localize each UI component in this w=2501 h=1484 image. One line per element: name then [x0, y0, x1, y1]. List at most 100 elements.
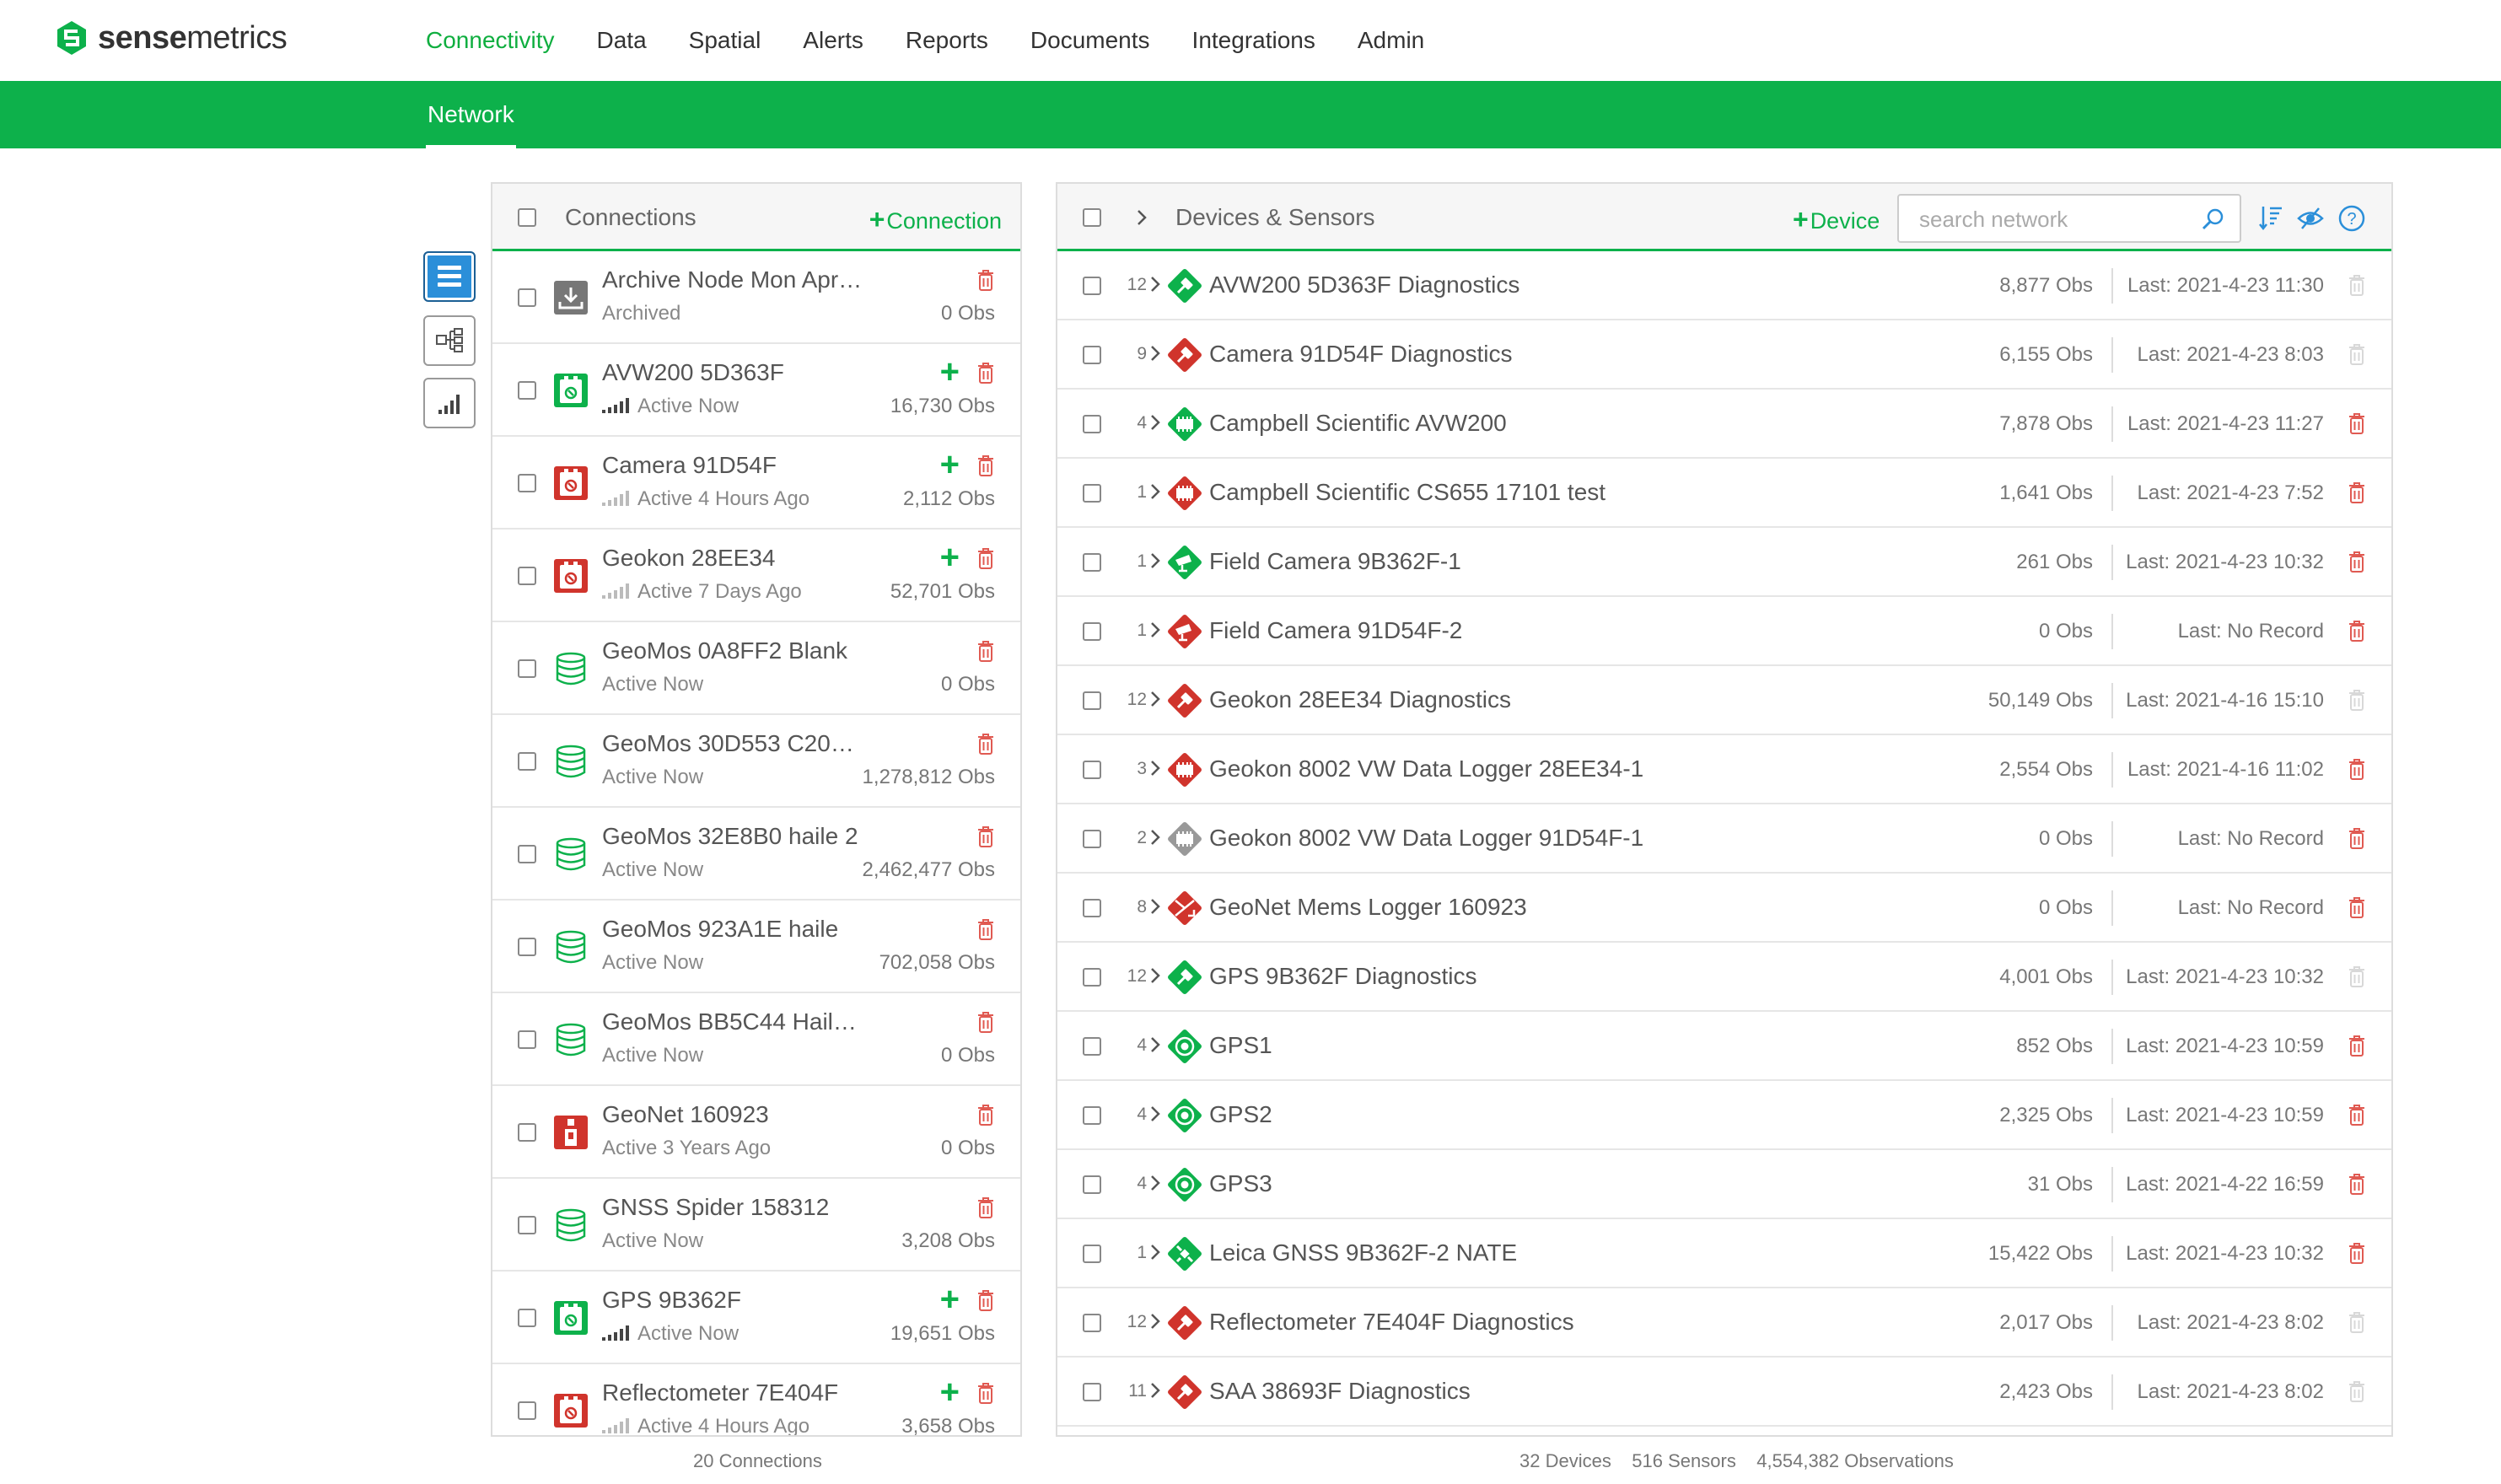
device-name[interactable]: Campbell Scientific AVW200: [1209, 410, 1507, 436]
trash-icon[interactable]: [2348, 965, 2366, 988]
device-name[interactable]: GPS3: [1209, 1170, 1272, 1196]
device-checkbox[interactable]: [1083, 1245, 1101, 1263]
device-name[interactable]: AVW200 5D363F Diagnostics: [1209, 272, 1520, 298]
connection-name[interactable]: GeoMos 30D553 C20…: [602, 730, 854, 756]
chevron-right-icon[interactable]: [1148, 1035, 1162, 1054]
chevron-right-icon[interactable]: [1148, 759, 1162, 777]
device-checkbox[interactable]: [1083, 691, 1101, 710]
trash-icon[interactable]: [2348, 895, 2366, 919]
connection-checkbox[interactable]: [518, 288, 536, 307]
connection-checkbox[interactable]: [518, 567, 536, 585]
device-row[interactable]: 9 Camera 91D54F Diagnostics 6,155 Obs Last:…: [1057, 320, 2391, 390]
add-device-plus-icon[interactable]: +: [939, 353, 960, 390]
connection-checkbox[interactable]: [518, 845, 536, 863]
device-name[interactable]: GeoNet Mems Logger 160923: [1209, 894, 1527, 920]
chevron-right-icon[interactable]: [1148, 1105, 1162, 1123]
chevron-right-icon[interactable]: [1148, 621, 1162, 639]
device-name[interactable]: Field Camera 91D54F-2: [1209, 617, 1463, 643]
nav-spatial[interactable]: Spatial: [688, 27, 761, 53]
device-checkbox[interactable]: [1083, 761, 1101, 779]
connection-row[interactable]: GeoMos 923A1E haile Active Now 702,058 Obs: [492, 901, 1020, 993]
device-checkbox[interactable]: [1083, 968, 1101, 987]
trash-icon[interactable]: [2348, 1034, 2366, 1057]
device-row[interactable]: 4 GPS2 2,325 Obs Last: 2021-4-23 10:59: [1057, 1081, 2391, 1150]
add-device-plus-icon[interactable]: +: [939, 1281, 960, 1318]
device-checkbox[interactable]: [1083, 1314, 1101, 1332]
connection-name[interactable]: AVW200 5D363F: [602, 359, 784, 385]
device-name[interactable]: GPS2: [1209, 1101, 1272, 1127]
device-name[interactable]: Leica GNSS 9B362F-2 NATE: [1209, 1239, 1518, 1266]
device-row[interactable]: 4 GPS1 852 Obs Last: 2021-4-23 10:59: [1057, 1012, 2391, 1081]
device-row[interactable]: 4 Campbell Scientific AVW200 7,878 Obs Last…: [1057, 390, 2391, 459]
device-checkbox[interactable]: [1083, 622, 1101, 641]
connection-name[interactable]: GeoMos BB5C44 Hail…: [602, 1008, 857, 1035]
connection-row[interactable]: AVW200 5D363F Active Now 16,730 Obs +: [492, 344, 1020, 437]
nav-admin[interactable]: Admin: [1357, 27, 1425, 53]
list-view-button[interactable]: [423, 251, 476, 302]
connection-row[interactable]: GeoNet 160923 Active 3 Years Ago 0 Obs: [492, 1086, 1020, 1179]
chevron-right-icon[interactable]: [1148, 828, 1162, 847]
device-row[interactable]: 2 Geokon 8002 VW Data Logger 91D54F-1 0 Ob…: [1057, 804, 2391, 874]
device-checkbox[interactable]: [1083, 830, 1101, 848]
connection-name[interactable]: Geokon 28EE34: [602, 545, 776, 571]
device-checkbox[interactable]: [1083, 553, 1101, 572]
nav-integrations[interactable]: Integrations: [1191, 27, 1315, 53]
connection-name[interactable]: GeoNet 160923: [602, 1101, 769, 1127]
trash-icon[interactable]: [2348, 1172, 2366, 1196]
connection-name[interactable]: GNSS Spider 158312: [602, 1194, 830, 1220]
device-checkbox[interactable]: [1083, 1383, 1101, 1401]
chevron-right-icon[interactable]: [1148, 966, 1162, 985]
add-device-plus-icon[interactable]: +: [939, 1374, 960, 1411]
device-row[interactable]: 1 Campbell Scientific CS655 17101 test 1,6…: [1057, 459, 2391, 528]
connection-name[interactable]: Archive Node Mon Apr…: [602, 266, 863, 293]
chevron-right-icon[interactable]: [1148, 275, 1162, 293]
connection-checkbox[interactable]: [518, 1030, 536, 1049]
trash-icon[interactable]: [976, 639, 995, 663]
expand-all-chevron-icon[interactable]: [1135, 208, 1148, 227]
nav-documents[interactable]: Documents: [1030, 27, 1150, 53]
select-all-devices-checkbox[interactable]: [1083, 208, 1101, 227]
trash-icon[interactable]: [2348, 688, 2366, 712]
trash-icon[interactable]: [2348, 619, 2366, 643]
trash-icon[interactable]: [976, 732, 995, 755]
device-name[interactable]: Campbell Scientific CS655 17101 test: [1209, 479, 1606, 505]
connection-row[interactable]: Camera 91D54F Active 4 Hours Ago 2,112 Obs…: [492, 437, 1020, 530]
device-checkbox[interactable]: [1083, 1106, 1101, 1125]
connection-name[interactable]: Camera 91D54F: [602, 452, 777, 478]
connection-row[interactable]: GeoMos BB5C44 Hail… Active Now 0 Obs: [492, 993, 1020, 1086]
connection-row[interactable]: GeoMos 0A8FF2 Blank Active Now 0 Obs: [492, 622, 1020, 715]
sensemetrics-logo[interactable]: sensemetrics: [56, 17, 288, 59]
help-icon[interactable]: ?: [2337, 204, 2366, 233]
trash-icon[interactable]: [976, 1103, 995, 1126]
trash-icon[interactable]: [976, 1288, 995, 1312]
connection-name[interactable]: Reflectometer 7E404F: [602, 1379, 839, 1406]
connection-row[interactable]: GNSS Spider 158312 Active Now 3,208 Obs: [492, 1179, 1020, 1272]
trash-icon[interactable]: [976, 917, 995, 941]
trash-icon[interactable]: [2348, 550, 2366, 573]
device-checkbox[interactable]: [1083, 346, 1101, 364]
select-all-connections-checkbox[interactable]: [518, 208, 536, 227]
connection-row[interactable]: Reflectometer 7E404F Active 4 Hours Ago 3,…: [492, 1364, 1020, 1435]
trash-icon[interactable]: [2348, 411, 2366, 435]
devices-list[interactable]: 12 AVW200 5D363F Diagnostics 8,877 Obs Last…: [1057, 251, 2391, 1435]
connection-checkbox[interactable]: [518, 752, 536, 771]
connection-row[interactable]: GPS 9B362F Active Now 19,651 Obs +: [492, 1272, 1020, 1364]
device-name[interactable]: GPS 9B362F Diagnostics: [1209, 963, 1477, 989]
signal-view-button[interactable]: [423, 378, 476, 428]
device-checkbox[interactable]: [1083, 415, 1101, 433]
trash-icon[interactable]: [976, 1381, 995, 1405]
connection-checkbox[interactable]: [518, 1123, 536, 1142]
connection-name[interactable]: GeoMos 32E8B0 haile 2: [602, 823, 858, 849]
chevron-right-icon[interactable]: [1148, 1381, 1162, 1400]
chevron-right-icon[interactable]: [1148, 897, 1162, 916]
trash-icon[interactable]: [2348, 757, 2366, 781]
nav-data[interactable]: Data: [596, 27, 647, 53]
device-row[interactable]: 4 GPS3 31 Obs Last: 2021-4-22 16:59: [1057, 1150, 2391, 1219]
device-row[interactable]: 1 Leica GNSS 9B362F-2 NATE 15,422 Obs Last:…: [1057, 1219, 2391, 1288]
device-name[interactable]: Camera 91D54F Diagnostics: [1209, 341, 1513, 367]
trash-icon[interactable]: [2348, 1379, 2366, 1403]
trash-icon[interactable]: [2348, 273, 2366, 297]
device-row[interactable]: 1 Field Camera 9B362F-1 261 Obs Last: 2021-…: [1057, 528, 2391, 597]
chevron-right-icon[interactable]: [1148, 1243, 1162, 1261]
device-name[interactable]: Geokon 8002 VW Data Logger 28EE34-1: [1209, 755, 1644, 782]
